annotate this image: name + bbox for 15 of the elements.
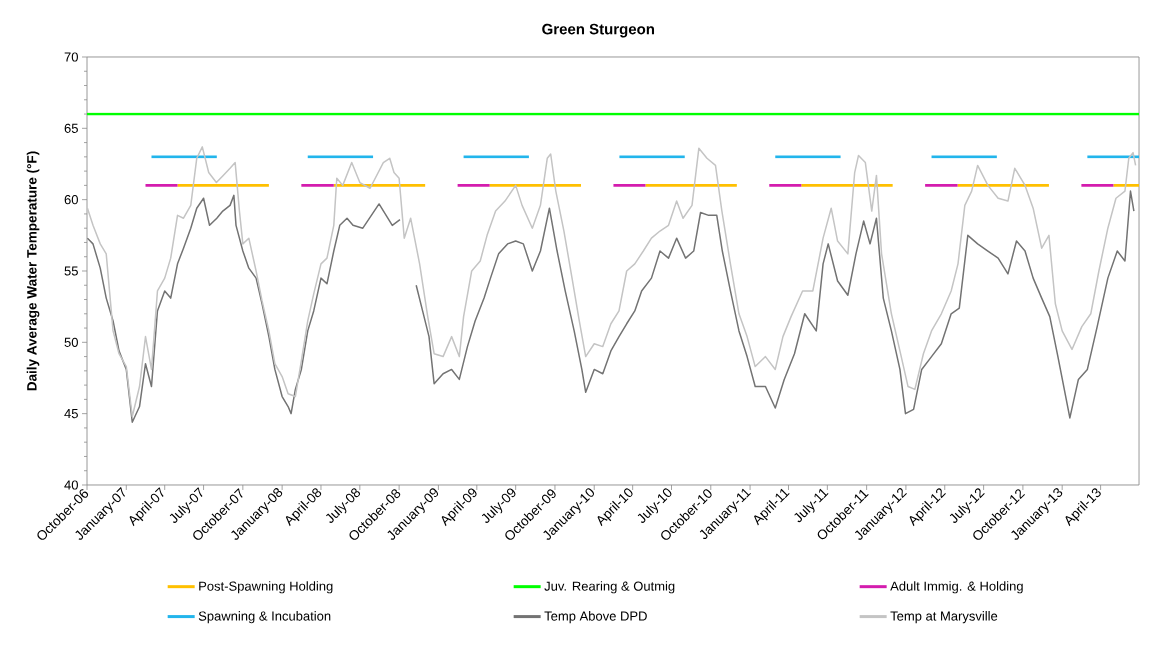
legend-label: Post-Spawning Holding	[199, 581, 333, 594]
y-tick-label: 55	[64, 266, 78, 276]
legend-label: Temp Above DPD	[544, 611, 647, 624]
legend-label: Spawning & Incubation	[198, 611, 331, 624]
line-series	[87, 146, 1137, 418]
y-tick-label: 70	[64, 52, 78, 62]
y-tick-label: 65	[64, 123, 78, 133]
y-tick-label: 50	[64, 337, 78, 347]
chart-title: Green Sturgeon	[542, 23, 655, 38]
y-axis-title: Daily Average Water Temperature (°F)	[26, 151, 40, 391]
y-tick-label: 60	[64, 195, 78, 205]
legend-label: Temp at Marysville	[890, 611, 998, 624]
y-tick-label: 45	[64, 409, 78, 419]
legend-label: Adult Immig. & Holding	[890, 581, 1023, 594]
legend-label: Juv. Rearing & Outmig	[544, 581, 675, 594]
